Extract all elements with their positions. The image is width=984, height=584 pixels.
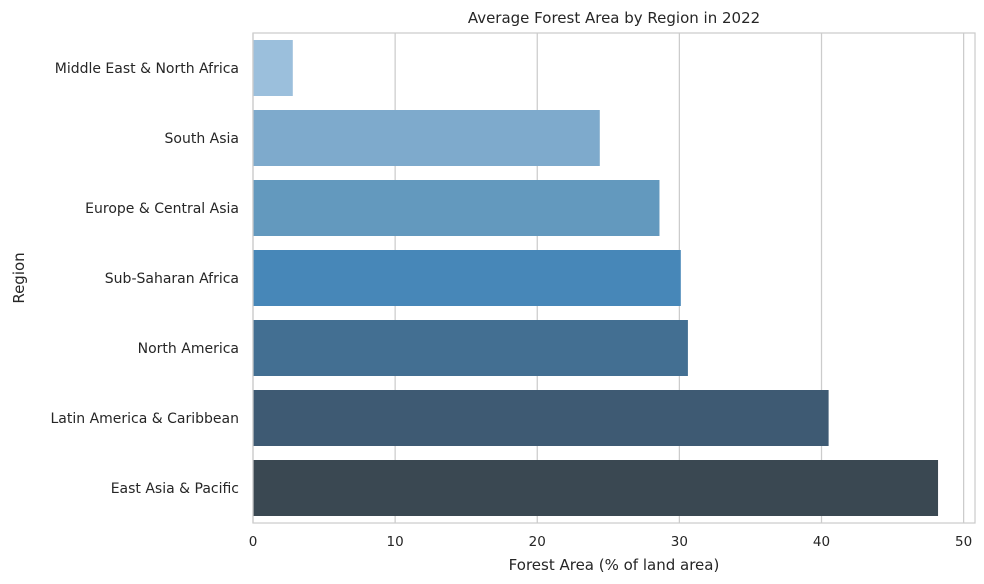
y-tick-labels: Middle East & North Africa South Asia Euro… bbox=[51, 61, 240, 497]
y-tick-label: South Asia bbox=[165, 131, 239, 147]
bar bbox=[253, 320, 688, 376]
x-tick-labels: 0 10 20 30 40 50 bbox=[249, 534, 973, 550]
bar bbox=[253, 180, 660, 236]
x-tick-label: 20 bbox=[529, 534, 546, 550]
plot-frame bbox=[252, 32, 976, 524]
y-axis-label: Region bbox=[10, 252, 28, 303]
y-tick-label: Middle East & North Africa bbox=[55, 61, 239, 77]
bar bbox=[253, 390, 829, 446]
y-tick-label: Latin America & Caribbean bbox=[51, 411, 240, 427]
bar bbox=[253, 40, 293, 96]
x-tick-label: 40 bbox=[813, 534, 830, 550]
bars bbox=[253, 40, 939, 516]
y-tick-label: Europe & Central Asia bbox=[85, 201, 239, 217]
x-tick-label: 0 bbox=[249, 534, 258, 550]
y-tick-label: Sub-Saharan Africa bbox=[105, 271, 239, 287]
x-tick-label: 10 bbox=[387, 534, 404, 550]
x-tick-label: 30 bbox=[671, 534, 688, 550]
x-axis-label: Forest Area (% of land area) bbox=[509, 556, 720, 574]
bar bbox=[253, 250, 681, 306]
chart-title: Average Forest Area by Region in 2022 bbox=[468, 9, 760, 27]
x-tick-label: 50 bbox=[955, 534, 972, 550]
y-tick-label: East Asia & Pacific bbox=[111, 481, 239, 497]
y-tick-label: North America bbox=[138, 341, 239, 357]
bar bbox=[253, 110, 600, 166]
bar bbox=[253, 460, 939, 516]
